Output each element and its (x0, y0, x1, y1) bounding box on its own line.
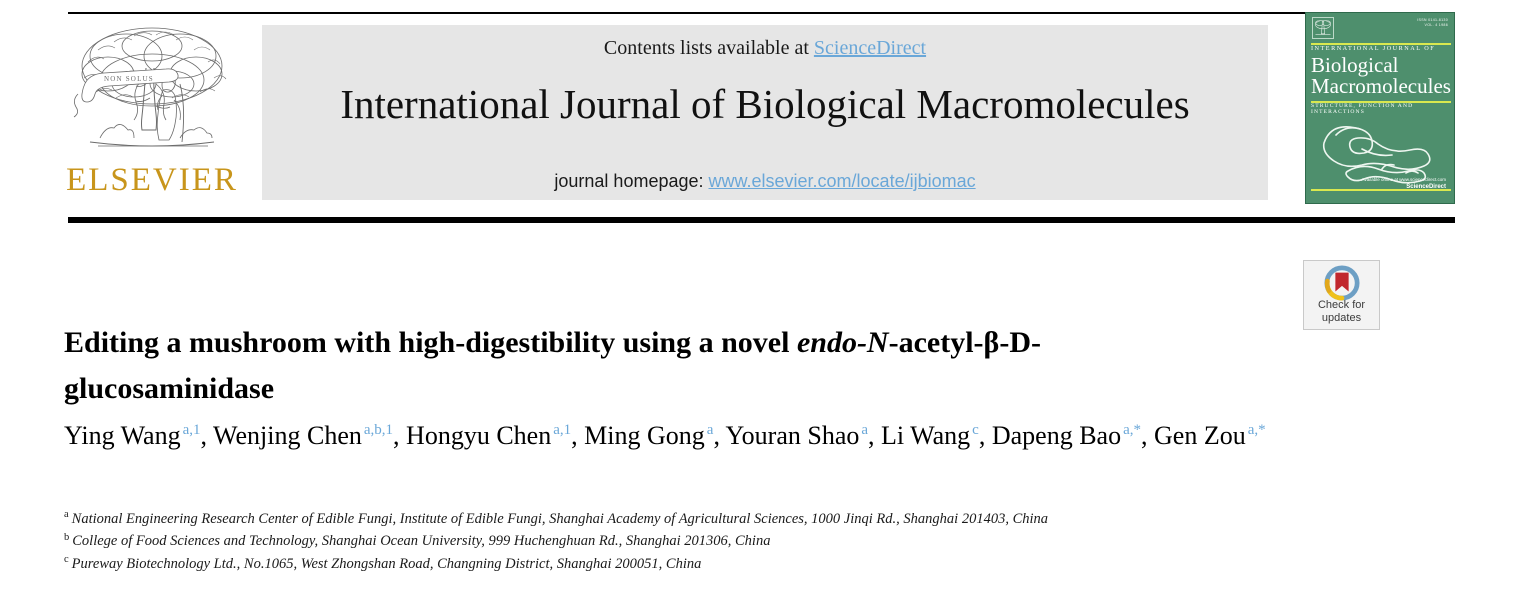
author-name: Wenjing Chen (213, 421, 362, 450)
elsevier-tree-icon: NON SOLUS (73, 27, 227, 147)
cover-sciencedirect-badge: Available online at www.sciencedirect.co… (1362, 176, 1446, 193)
cover-accent-rule-bottom (1311, 189, 1451, 191)
elsevier-logo: NON SOLUS ELSEVIER (62, 22, 242, 204)
cover-sd-label: Available online at www.sciencedirect.co… (1361, 177, 1446, 182)
affiliation-list: a National Engineering Research Center of… (64, 508, 1364, 575)
affiliation-mark: a (64, 509, 69, 521)
homepage-prefix-text: journal homepage: (554, 171, 709, 191)
cover-subtitle: STRUCTURE, FUNCTION AND INTERACTIONS (1311, 103, 1414, 115)
author-affiliation-mark: a,* (1123, 422, 1142, 439)
contents-band: Contents lists available at ScienceDirec… (262, 25, 1268, 200)
affiliation-row: c Pureway Biotechnology Ltd., No.1065, We… (64, 553, 1364, 575)
crossmark-logo-icon (1324, 265, 1359, 301)
author-list: Ying Wang a,1, Wenjing Chen a,b,1, Hongyu … (64, 421, 1266, 450)
article-title-part2: -acetyl-β-D-glucosaminidase (64, 326, 1041, 405)
author-affiliation-mark: a (861, 422, 869, 439)
header-thick-rule (68, 217, 1455, 223)
article-title-italic-part: endo-N (796, 326, 889, 360)
article-title-part1: Editing a mushroom with high-digestibili… (64, 326, 797, 360)
cover-accent-rule-middle (1311, 101, 1451, 103)
crossmark-label: Check for updates (1304, 299, 1379, 324)
journal-title: International Journal of Biological Macr… (340, 81, 1190, 127)
affiliation-text: National Engineering Research Center of … (71, 511, 1049, 527)
author-name: Gen Zou (1154, 421, 1246, 450)
cover-issn-line1: ISSN 0141-8130 (1417, 18, 1448, 22)
cover-accent-rule-top (1311, 43, 1451, 45)
cover-elsevier-tree-icon (1312, 17, 1334, 39)
article-title: Editing a mushroom with high-digestibili… (64, 320, 1064, 411)
sciencedirect-link[interactable]: ScienceDirect (813, 37, 927, 59)
author-affiliation-mark: a,* (1247, 422, 1266, 439)
affiliation-row: b College of Food Sciences and Technology… (64, 530, 1364, 552)
author-name: Li Wang (881, 421, 971, 450)
crossmark-label-line1: Check for (1317, 299, 1366, 312)
author-name: Dapeng Bao (991, 421, 1122, 450)
contents-available-line: Contents lists available at ScienceDirec… (262, 37, 1268, 60)
author-name: Hongyu Chen (406, 421, 552, 450)
contents-prefix-text: Contents lists available at (603, 37, 814, 59)
elsevier-wordmark: ELSEVIER (66, 162, 238, 198)
author-name: Ming Gong (584, 421, 705, 450)
svg-text:NON SOLUS: NON SOLUS (104, 75, 154, 83)
author-affiliation-mark: a,1 (182, 422, 201, 439)
cover-supertitle: INTERNATIONAL JOURNAL OF (1311, 45, 1436, 52)
journal-homepage-link[interactable]: www.elsevier.com/locate/ijbiomac (708, 171, 976, 191)
cover-title-line1: Biological (1311, 53, 1399, 77)
header-top-rule (68, 12, 1455, 14)
affiliation-text: Pureway Biotechnology Ltd., No.1065, Wes… (71, 555, 702, 572)
affiliation-mark: c (64, 554, 69, 566)
affiliation-text: College of Food Sciences and Technology,… (72, 533, 771, 550)
cover-title-line2: Macromolecules (1311, 74, 1451, 99)
author-affiliation-mark: a,b,1 (363, 422, 394, 439)
author-affiliation-mark: c (972, 422, 979, 439)
cover-sd-brand: ScienceDirect (1406, 184, 1446, 191)
affiliation-mark: b (64, 531, 70, 543)
crossmark-label-line2: updates (1321, 311, 1362, 324)
author-name: Ying Wang (64, 421, 181, 450)
author-name: Youran Shao (725, 421, 860, 450)
affiliation-row: a National Engineering Research Center of… (64, 508, 1364, 530)
journal-cover-thumbnail: ISSN 0141-8130 VOL. 4 1986 INTERNATIONAL… (1305, 12, 1455, 204)
cover-issn: ISSN 0141-8130 VOL. 4 1986 (1417, 18, 1448, 29)
crossmark-badge[interactable]: Check for updates (1303, 260, 1380, 330)
author-affiliation-mark: a (706, 422, 714, 439)
author-affiliation-mark: a,1 (553, 422, 572, 439)
journal-homepage-line: journal homepage: www.elsevier.com/locat… (262, 171, 1268, 192)
cover-issn-line2: VOL. 4 1986 (1424, 23, 1448, 28)
cover-molecule-artwork-icon (1322, 126, 1431, 184)
cover-title: Biological Macromolecules (1311, 53, 1453, 99)
